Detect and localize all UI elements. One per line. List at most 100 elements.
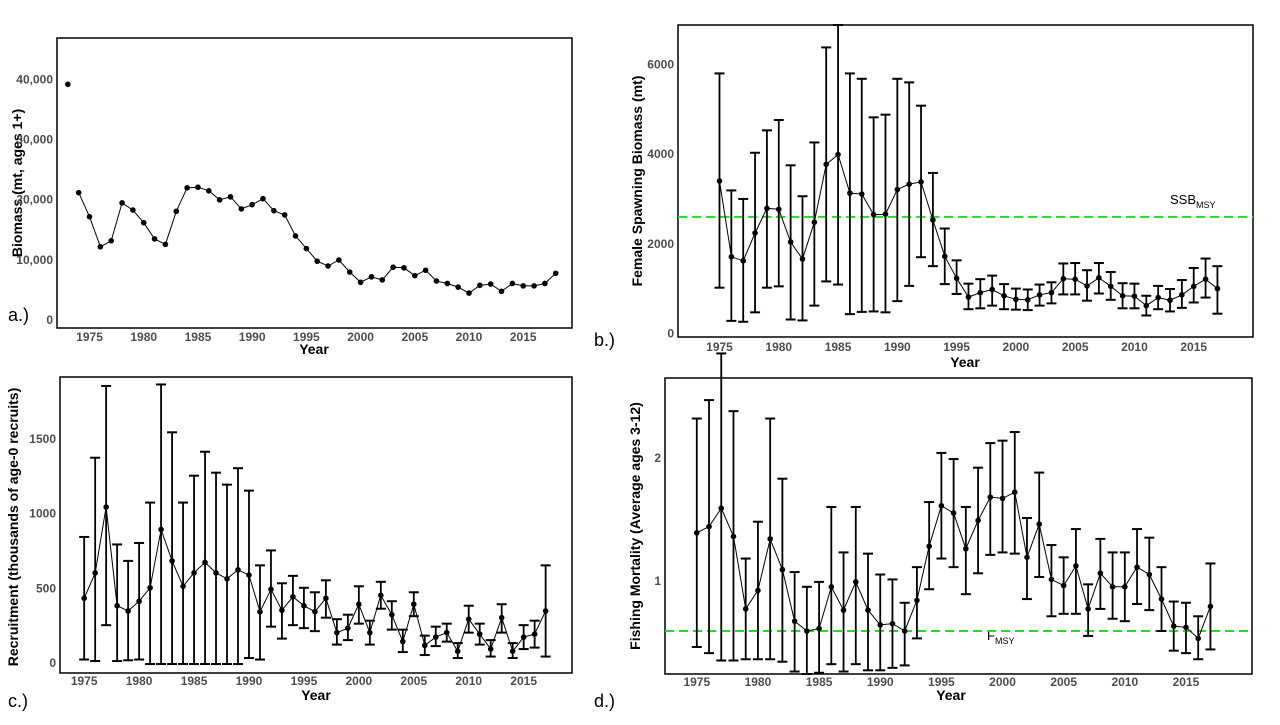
panel-b-data-point xyxy=(752,230,758,236)
panel-c-data-point xyxy=(125,608,131,614)
panel-d-x-tick-label: 1990 xyxy=(867,675,894,689)
panel-c-data-point xyxy=(454,648,461,655)
panel-a-data-point xyxy=(314,258,321,265)
panel-c-data-point xyxy=(279,607,285,614)
panel-d-fmsy-label-main: F xyxy=(987,628,995,643)
panel-c-data-point xyxy=(399,638,406,645)
panel-b-y-tick-label: 0 xyxy=(667,326,674,340)
panel-a-data-point xyxy=(498,288,505,295)
panel-c-data-point xyxy=(92,570,98,576)
panel-a-data-point xyxy=(271,207,277,214)
panel-d-data-point xyxy=(1146,571,1153,578)
panel-b-data-point xyxy=(1119,292,1126,299)
panel-a-data-point xyxy=(346,269,353,275)
panel-b-x-tick-label: 2000 xyxy=(1003,340,1030,354)
panel-a-series-line xyxy=(78,186,557,294)
panel-a-label: a.) xyxy=(8,305,29,325)
panel-b-data-point xyxy=(775,206,782,213)
panel-a-biomass: a.) Year Biomass (mt, ages 1+) 1975 1980 1… xyxy=(8,37,573,357)
panel-d-data-point xyxy=(1207,603,1214,610)
panel-c-y-tick-label: 500 xyxy=(36,581,56,595)
panel-b-data-point xyxy=(835,151,841,158)
panel-c-x-tick-label: 1980 xyxy=(126,674,153,688)
panel-d-data-point xyxy=(706,523,712,530)
panel-c-x-tick-label: 2010 xyxy=(455,674,482,688)
panel-c-data-point xyxy=(389,611,395,618)
panel-a-data-point xyxy=(444,280,451,287)
panel-d-y-axis-title: Fishing Mortality (Average ages 3-12) xyxy=(627,402,643,650)
panel-c-data-point xyxy=(136,598,142,605)
panel-c-data-point xyxy=(367,629,373,636)
panel-d-x-tick-label: 1985 xyxy=(806,675,833,689)
panel-d-x-axis-title: Year xyxy=(936,687,966,703)
panel-b-data-point xyxy=(1202,276,1209,282)
panel-d-fmsy-label-sub: MSY xyxy=(995,636,1015,646)
panel-b-ssbmsy-label: SSBMSY xyxy=(1170,192,1216,210)
panel-c-data-point xyxy=(235,567,241,573)
panel-d-data-point xyxy=(816,625,822,632)
panel-d-x-tick-label: 2005 xyxy=(1050,675,1077,689)
panel-b-data-point xyxy=(1072,276,1078,282)
panel-b-data-point xyxy=(1013,296,1019,303)
panel-d-data-point xyxy=(865,607,871,613)
panel-b-x-axis-title: Year xyxy=(950,354,980,370)
panel-b-data-point xyxy=(930,217,936,223)
panel-c-data-point xyxy=(191,570,197,576)
panel-a-x-tick-label: 2015 xyxy=(510,330,537,344)
panel-a-data-point xyxy=(227,194,234,200)
panel-c-data-point xyxy=(378,592,384,599)
panel-c-x-tick-label: 2000 xyxy=(345,674,372,688)
panel-d-plot-frame xyxy=(664,377,1253,675)
panel-a-data-point xyxy=(86,213,93,220)
panel-a-data-point xyxy=(108,237,115,244)
panel-c-x-tick-label: 1995 xyxy=(291,674,318,688)
panel-b-data-point xyxy=(1179,292,1185,298)
panel-c-data-point xyxy=(356,601,362,608)
panel-c-data-point xyxy=(312,608,318,615)
panel-c-y-axis-title: Recruitment (thousands of age-0 recruits… xyxy=(5,388,21,667)
panel-c-x-tick-label: 1975 xyxy=(71,674,98,688)
panel-c-x-axis-title: Year xyxy=(301,687,331,703)
panel-b-data-point xyxy=(1143,302,1150,309)
panel-d-fmsy-label: FMSY xyxy=(987,628,1014,646)
panel-d-x-tick-label: 1975 xyxy=(683,675,710,689)
panel-d-x-tick-label: 1980 xyxy=(745,675,772,689)
panel-c-data-point xyxy=(114,602,120,609)
panel-b-data-point xyxy=(906,181,912,187)
panel-a-data-point xyxy=(303,245,310,252)
panel-a-x-tick-label: 1975 xyxy=(76,330,103,344)
panel-c-data-point xyxy=(487,646,494,652)
panel-b-data-point xyxy=(1036,292,1043,298)
panel-d-data-point xyxy=(828,583,835,590)
panel-b-x-tick-label: 1985 xyxy=(825,340,852,354)
panel-d-data-point xyxy=(963,545,969,552)
panel-a-data-point xyxy=(205,188,212,194)
panel-a-y-tick-label: 40,000 xyxy=(16,72,53,86)
panel-d-data-point xyxy=(840,607,847,613)
panel-d-data-point xyxy=(1134,564,1140,570)
panel-a-data-point xyxy=(195,184,201,191)
panel-b-data-point xyxy=(1096,275,1102,281)
panel-d-label: d.) xyxy=(594,691,615,711)
panel-d-fishing-mortality: d.) Year Fishing Mortality (Average ages… xyxy=(594,352,1253,711)
panel-c-data-point xyxy=(542,608,549,614)
panel-c-data-point xyxy=(147,584,153,591)
panel-b-data-point xyxy=(1214,285,1221,292)
panel-a-data-point xyxy=(162,241,169,248)
panel-d-data-point xyxy=(1195,635,1201,642)
panel-d-data-point xyxy=(1183,624,1189,631)
panel-b-y-axis-title: Female Spawning Biomass (mt) xyxy=(629,76,645,287)
panel-a-data-point xyxy=(75,189,82,196)
panel-c-recruitment: c.) Year Recruitment (thousands of age-0… xyxy=(5,376,573,711)
panel-b-x-tick-label: 2015 xyxy=(1180,340,1207,354)
panel-a-y-tick-label: 0 xyxy=(46,313,53,327)
panel-a-data-point xyxy=(552,270,559,277)
panel-a-data-point xyxy=(216,197,223,203)
panel-d-data-point xyxy=(791,618,798,624)
panel-b-data-point xyxy=(989,286,995,293)
panel-c-data-point xyxy=(202,559,208,566)
panel-a-data-point xyxy=(520,283,527,289)
panel-c-data-point xyxy=(224,576,230,582)
panel-a-data-point xyxy=(260,195,266,202)
panel-c-y-tick-label: 0 xyxy=(49,656,56,670)
